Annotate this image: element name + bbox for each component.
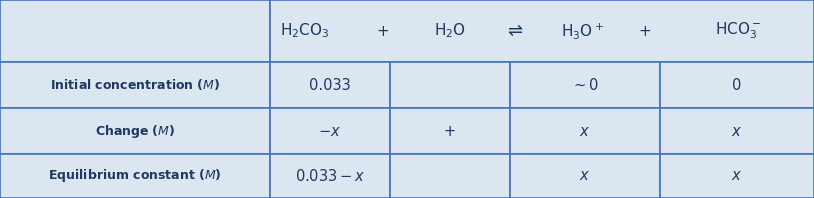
Bar: [660, 62, 814, 108]
Bar: [660, 108, 814, 154]
Text: H$_3$O$^+$: H$_3$O$^+$: [561, 21, 603, 41]
Text: $x$: $x$: [580, 168, 591, 184]
Bar: [390, 62, 510, 108]
Text: HCO$_3^-$: HCO$_3^-$: [715, 21, 761, 41]
Bar: [0, 154, 270, 198]
Text: +: +: [444, 124, 456, 138]
Bar: [270, 0, 814, 62]
Text: $\mathbf{Equilibrium\ constant\ (}$$\mathit{M}$$\mathbf{)}$: $\mathbf{Equilibrium\ constant\ (}$$\mat…: [48, 168, 221, 185]
Bar: [270, 154, 390, 198]
Text: $\mathbf{Initial\ concentration\ (}$$\mathit{M}$$\mathbf{)}$: $\mathbf{Initial\ concentration\ (}$$\ma…: [50, 77, 220, 92]
Text: $-x$: $-x$: [318, 124, 342, 138]
Bar: [0, 0, 270, 62]
Bar: [270, 108, 390, 154]
Text: $\sim$0: $\sim$0: [571, 77, 599, 93]
Bar: [390, 154, 510, 198]
Text: 0.033: 0.033: [309, 77, 351, 92]
Bar: [510, 154, 660, 198]
Bar: [0, 62, 270, 108]
Bar: [510, 62, 660, 108]
Text: 0: 0: [733, 77, 742, 92]
Text: $x$: $x$: [732, 124, 742, 138]
Text: H$_2$CO$_3$: H$_2$CO$_3$: [280, 22, 330, 40]
Text: $0.033-x$: $0.033-x$: [295, 168, 365, 184]
Text: $\rightleftharpoons$: $\rightleftharpoons$: [504, 22, 524, 40]
Bar: [270, 62, 390, 108]
Text: $x$: $x$: [580, 124, 591, 138]
Text: H$_2$O: H$_2$O: [434, 22, 466, 40]
Text: $+$: $+$: [638, 24, 651, 38]
Text: $+$: $+$: [376, 24, 390, 38]
Bar: [660, 154, 814, 198]
Text: $x$: $x$: [732, 168, 742, 184]
Bar: [510, 108, 660, 154]
Bar: [390, 108, 510, 154]
Text: $\mathbf{Change\ (}$$\mathit{M}$$\mathbf{)}$: $\mathbf{Change\ (}$$\mathit{M}$$\mathbf…: [95, 123, 175, 140]
Bar: [0, 108, 270, 154]
